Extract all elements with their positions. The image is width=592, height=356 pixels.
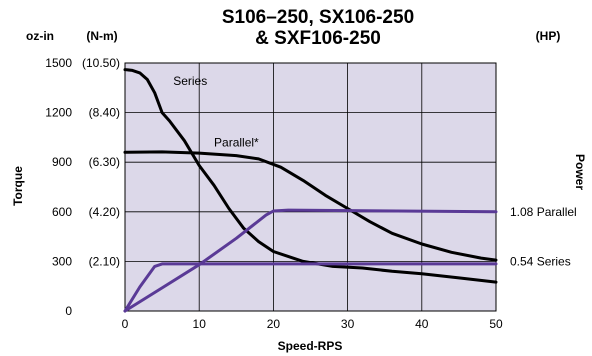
y-tick-label-nm: (6.30) xyxy=(89,155,120,169)
y-tick-label-nm: (8.40) xyxy=(89,106,120,120)
right-axis-units-hp: (HP) xyxy=(536,29,561,43)
y-tick-label: 1200 xyxy=(45,106,72,120)
curve-annotations: Series Parallel* xyxy=(173,74,259,149)
power-curve xyxy=(123,208,498,313)
y-tick-label: 300 xyxy=(52,254,72,268)
y-axis-label-power: Power xyxy=(573,154,587,190)
y-tick-label-nm: (10.50) xyxy=(82,56,120,70)
torque-curve xyxy=(123,150,498,262)
y-tick-label: 900 xyxy=(52,155,72,169)
x-tick-label: 10 xyxy=(193,317,207,331)
x-tick-label: 40 xyxy=(415,317,429,331)
y-axis-ticks: 0 300 (2.10) 600 (4.20) 900 (6.30) 1200 (8.40) 15… xyxy=(45,56,120,318)
left-axis-units-ozin: oz-in xyxy=(26,29,54,43)
x-tick-label: 30 xyxy=(341,317,355,331)
y-tick-label-nm: (4.20) xyxy=(89,205,120,219)
left-axis-units-nm: (N-m) xyxy=(86,29,117,43)
curve-annotation: Series xyxy=(173,74,207,88)
right-power-labels: 1.08 Parallel 0.54 Series xyxy=(510,205,577,269)
x-tick-label: 20 xyxy=(267,317,281,331)
chart-title-line-1: S106–250, SX106-250 xyxy=(222,7,414,28)
chart-title-line-2: & SXF106-250 xyxy=(255,28,381,49)
curve-annotation: Parallel* xyxy=(214,135,259,149)
x-axis-label: Speed-RPS xyxy=(278,339,343,353)
power-value-label: 1.08 Parallel xyxy=(510,205,577,219)
x-tick-label: 0 xyxy=(122,317,129,331)
y-tick-label: 600 xyxy=(52,205,72,219)
y-axis-label-torque: Torque xyxy=(11,166,25,206)
y-tick-label: 1500 xyxy=(45,56,72,70)
y-tick-label-nm: (2.10) xyxy=(89,254,120,268)
power-value-label: 0.54 Series xyxy=(510,254,571,268)
torque-curve xyxy=(123,68,498,284)
power-curve xyxy=(123,262,498,313)
y-tick-label: 0 xyxy=(65,304,72,318)
x-axis-ticks: 0 10 20 30 40 50 xyxy=(122,317,503,331)
x-tick-label: 50 xyxy=(489,317,503,331)
series-lines xyxy=(123,68,498,313)
